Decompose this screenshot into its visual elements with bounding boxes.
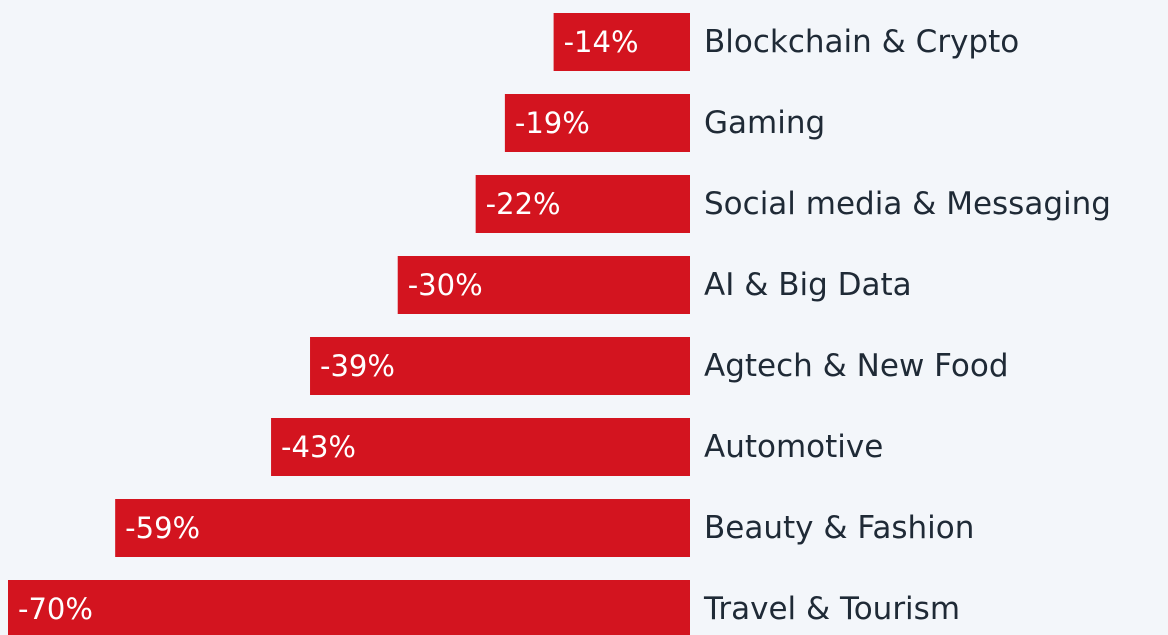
bar <box>475 175 690 233</box>
value-label: -30% <box>408 268 483 302</box>
value-label: -59% <box>125 511 200 545</box>
bar <box>310 337 690 395</box>
bar <box>8 580 690 635</box>
bar <box>397 256 690 314</box>
value-label: -70% <box>18 592 93 626</box>
value-label: -39% <box>320 349 395 383</box>
bar <box>115 499 690 557</box>
category-label: Gaming <box>704 105 825 141</box>
bar <box>271 418 690 476</box>
category-label: Beauty & Fashion <box>704 510 974 546</box>
bar <box>553 13 690 71</box>
category-label: Travel & Tourism <box>703 591 960 627</box>
category-label: Blockchain & Crypto <box>704 24 1019 60</box>
category-label: Automotive <box>704 429 883 465</box>
category-label: AI & Big Data <box>704 267 912 303</box>
value-label: -14% <box>564 25 639 59</box>
category-label: Agtech & New Food <box>704 348 1009 384</box>
category-label: Social media & Messaging <box>704 186 1111 222</box>
value-label: -19% <box>515 106 590 140</box>
value-label: -43% <box>281 430 356 464</box>
value-label: -22% <box>486 187 561 221</box>
bar <box>504 94 690 152</box>
